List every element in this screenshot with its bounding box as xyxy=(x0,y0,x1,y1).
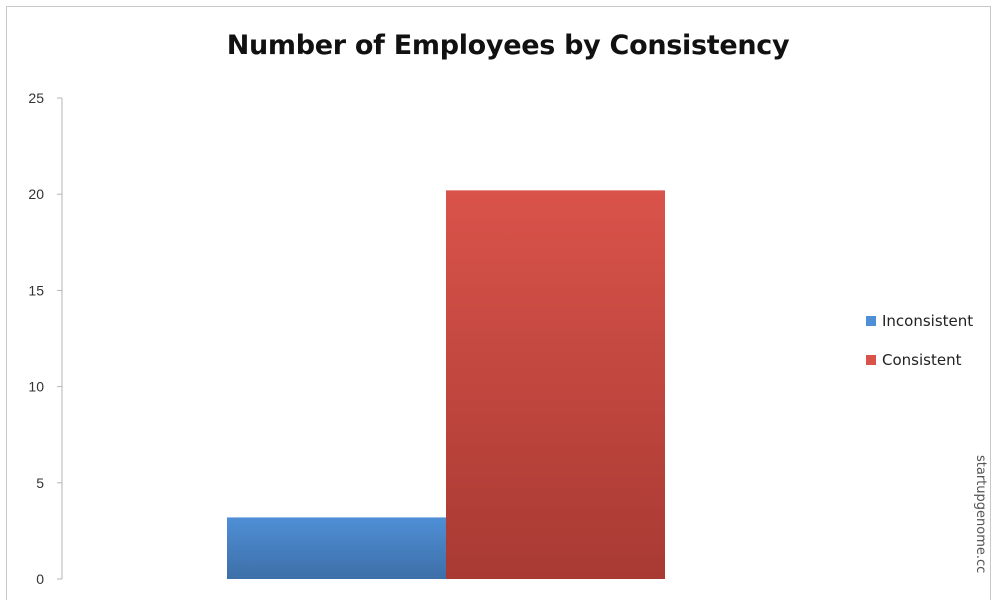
legend-label-inconsistent: Inconsistent xyxy=(882,312,974,330)
chart-title: Number of Employees by Consistency xyxy=(226,30,790,61)
bar-consistent xyxy=(446,190,665,580)
legend-item-consistent: Consistent xyxy=(866,350,973,370)
y-tick-label-10: 10 xyxy=(28,379,44,395)
legend-swatch-consistent xyxy=(866,355,876,365)
y-tick-label-5: 5 xyxy=(36,475,44,491)
bar-inconsistent xyxy=(227,517,446,579)
y-tick-label-0: 0 xyxy=(36,571,44,587)
bars xyxy=(227,190,665,580)
y-tick-label-25: 25 xyxy=(28,90,44,106)
y-tick-label-20: 20 xyxy=(28,186,44,202)
legend-label-consistent: Consistent xyxy=(882,351,962,369)
watermark: startupgenome.cc xyxy=(973,455,988,574)
legend-item-inconsistent: Inconsistent xyxy=(866,311,973,331)
legend: Inconsistent Consistent xyxy=(866,311,973,389)
legend-swatch-inconsistent xyxy=(866,316,876,326)
y-axis-ticks: 0 5 10 15 20 25 xyxy=(28,90,62,587)
y-tick-label-15: 15 xyxy=(28,282,44,298)
